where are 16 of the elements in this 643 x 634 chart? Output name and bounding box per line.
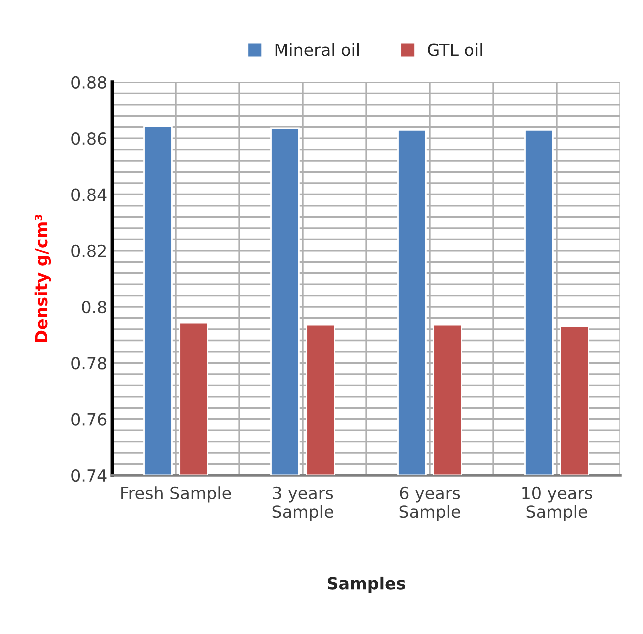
legend-label: Mineral oil <box>276 43 359 56</box>
x-axis-title: Samples <box>328 576 406 594</box>
x-tick-label: 10 years Sample <box>522 486 592 522</box>
legend-label: GTL oil <box>428 43 482 56</box>
y-tick-label: 0.8 <box>82 301 107 314</box>
y-tick-label: 0.84 <box>72 188 107 202</box>
x-tick-label: 6 years Sample <box>400 486 460 522</box>
y-tick-label: 0.78 <box>72 357 107 370</box>
x-tick-label: 3 years Sample <box>272 486 334 522</box>
y-tick-label: 0.86 <box>72 132 107 146</box>
y-tick-label: 0.88 <box>72 76 107 89</box>
y-tick-label: 0.76 <box>72 413 107 426</box>
x-tick-label: Fresh Sample <box>122 486 232 503</box>
y-tick-label: 0.82 <box>72 244 106 258</box>
y-tick-label: 0.74 <box>72 469 107 482</box>
y-axis-title: Density g/cm³ <box>34 214 52 342</box>
